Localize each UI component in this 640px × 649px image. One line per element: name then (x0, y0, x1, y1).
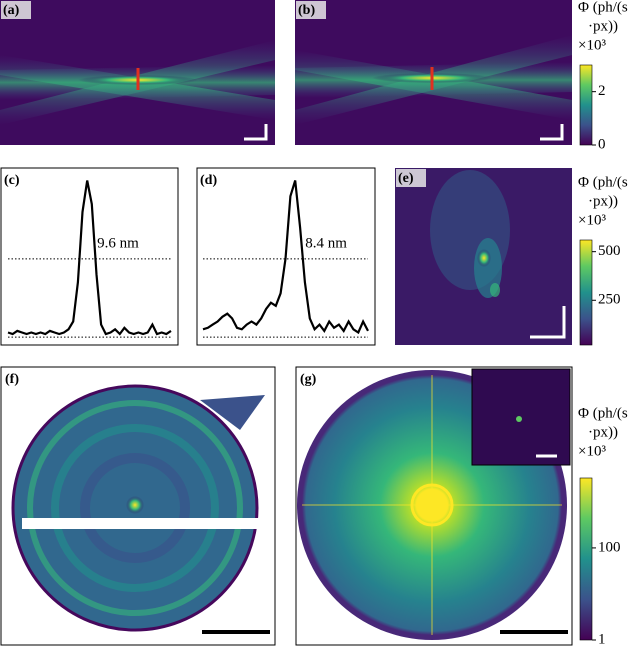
profile-line (7, 180, 172, 336)
panel-label: (f) (5, 372, 19, 387)
colorbar-title: ·px)) (588, 18, 618, 34)
panel-label: (c) (4, 173, 20, 188)
colorbar-title: ×10³ (578, 212, 606, 228)
annotation: 8.4 nm (305, 235, 347, 251)
colorbar-title: ×10³ (578, 443, 606, 459)
panel-label: (b) (298, 3, 315, 18)
colorbar-title: Φ (ph/(s (578, 174, 628, 190)
panel-label: (e) (398, 171, 414, 186)
profile-line (202, 180, 369, 335)
image-b (295, 0, 572, 145)
image-g (295, 366, 573, 646)
annotation: 9.6 nm (97, 235, 139, 251)
panel-label: (a) (3, 3, 20, 18)
colorbar-title: ×10³ (578, 37, 606, 53)
colorbar-tick-label: 250 (598, 292, 621, 308)
image-a (0, 0, 275, 145)
colorbar-title: ·px)) (588, 193, 618, 209)
colorbar-tick-label: 500 (598, 243, 621, 259)
colorbar (579, 239, 593, 346)
colorbar-tick-label: 2 (598, 83, 606, 99)
colorbar (579, 477, 593, 641)
colorbar-title: ·px)) (588, 424, 618, 440)
panel-c-frame (0, 167, 179, 346)
panel-d-frame (196, 167, 376, 346)
panel-label: (d) (200, 173, 217, 188)
image-e (395, 168, 572, 345)
image-f (0, 366, 276, 646)
panel-label: (g) (300, 372, 317, 387)
colorbar-title: Φ (ph/(s (578, 405, 628, 421)
colorbar (579, 64, 593, 146)
colorbar-tick-label: 100 (598, 539, 621, 555)
colorbar-tick-label: 0 (598, 136, 606, 152)
colorbar-title: Φ (ph/(s (578, 0, 628, 15)
colorbar-tick-label: 1 (598, 631, 606, 647)
